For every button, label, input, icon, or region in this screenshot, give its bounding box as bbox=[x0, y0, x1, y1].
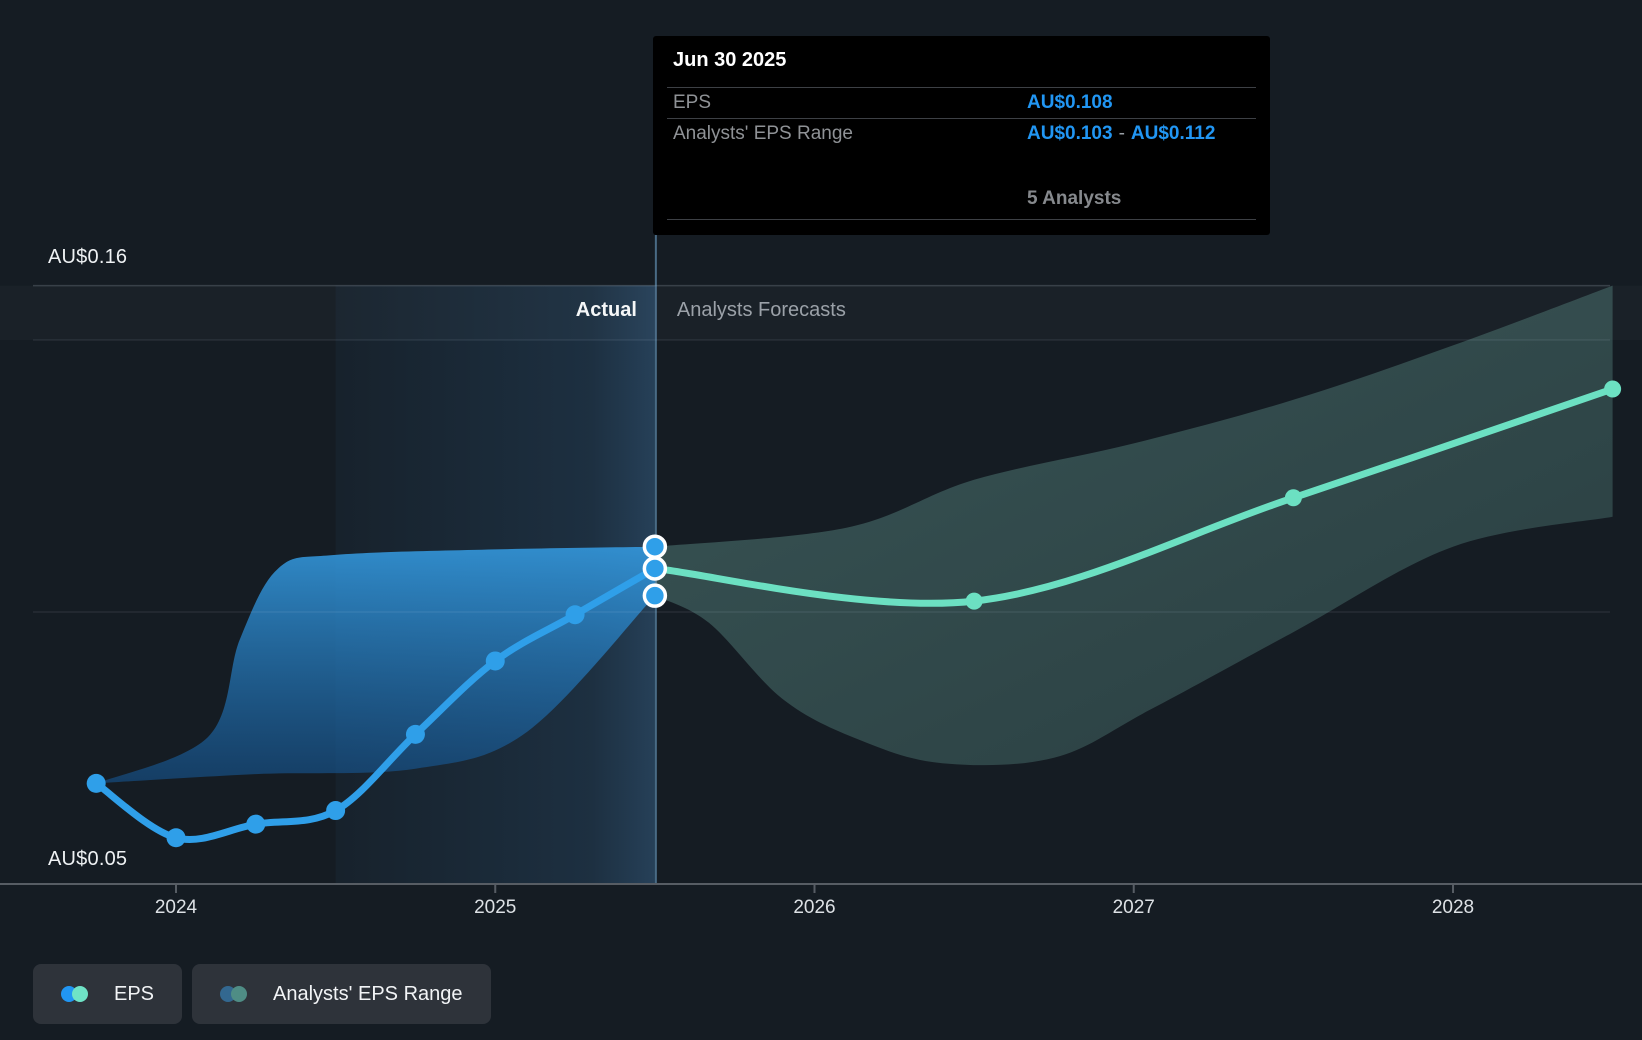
eps-forecast-line bbox=[651, 385, 1617, 607]
legend-dot-icon bbox=[72, 986, 88, 1002]
eps-actual-point[interactable] bbox=[246, 814, 266, 834]
past-range-band bbox=[96, 546, 655, 784]
eps-actual-point[interactable] bbox=[166, 828, 186, 848]
tooltip-range-row: Analysts' EPS Range AU$0.103- AU$0.112 bbox=[673, 119, 1256, 149]
x-axis-label: 2026 bbox=[793, 897, 836, 918]
hover-tooltip: Jun 30 2025 EPS AU$0.108 Analysts' EPS R… bbox=[653, 36, 1270, 235]
tooltip-divider bbox=[667, 118, 1256, 119]
eps-forecast-point[interactable] bbox=[965, 592, 983, 610]
x-axis-label: 2025 bbox=[474, 897, 517, 918]
legend-series-icon bbox=[220, 986, 248, 1002]
actual-section-label: Actual bbox=[575, 299, 637, 321]
eps-actual-point[interactable] bbox=[565, 605, 585, 625]
tooltip-date: Jun 30 2025 bbox=[673, 49, 787, 71]
legend-label: Analysts' EPS Range bbox=[273, 982, 463, 1005]
tooltip-eps-label: EPS bbox=[673, 92, 712, 113]
tooltip-eps-row: EPS AU$0.108 bbox=[673, 88, 1256, 118]
eps-actual-line bbox=[92, 565, 659, 843]
eps-actual-point[interactable] bbox=[485, 651, 505, 671]
eps-actual-point[interactable] bbox=[86, 773, 106, 793]
highlighted-point[interactable] bbox=[642, 583, 668, 608]
tooltip-eps-value: AU$0.108 bbox=[1027, 92, 1113, 113]
tooltip-range-label: Analysts' EPS Range bbox=[673, 123, 853, 144]
forecast-section-label: Analysts Forecasts bbox=[676, 299, 846, 321]
tooltip-range-value: AU$0.103- AU$0.112 bbox=[1027, 123, 1216, 144]
range-dash: - bbox=[1118, 123, 1125, 144]
eps-actual-point[interactable] bbox=[326, 801, 346, 821]
eps-forecast-point[interactable] bbox=[1284, 489, 1302, 507]
x-axis-label: 2028 bbox=[1431, 897, 1475, 918]
tooltip-divider bbox=[667, 219, 1256, 220]
eps-actual-point[interactable] bbox=[405, 724, 425, 744]
chart-legend: EPS Analysts' EPS Range bbox=[33, 964, 491, 1024]
highlighted-point[interactable] bbox=[642, 534, 668, 559]
legend-dot-icon bbox=[231, 986, 248, 1002]
eps-forecast-point[interactable] bbox=[1604, 380, 1622, 398]
y-axis-max-label: AU$0.16 bbox=[48, 246, 128, 268]
y-axis-min-label: AU$0.05 bbox=[48, 848, 128, 870]
tooltip-divider bbox=[667, 87, 1256, 88]
highlighted-point[interactable] bbox=[642, 556, 668, 581]
legend-pill[interactable]: Analysts' EPS Range bbox=[192, 964, 491, 1024]
legend-pill[interactable]: EPS bbox=[33, 964, 183, 1024]
legend-label: EPS bbox=[114, 982, 155, 1005]
x-axis-label: 2027 bbox=[1112, 897, 1155, 918]
tooltip-analysts-count: 5 Analysts bbox=[1027, 188, 1122, 209]
legend-series-icon bbox=[61, 986, 88, 1002]
analysts-eps-range-band bbox=[654, 285, 1613, 766]
x-axis-label: 2024 bbox=[154, 897, 198, 918]
